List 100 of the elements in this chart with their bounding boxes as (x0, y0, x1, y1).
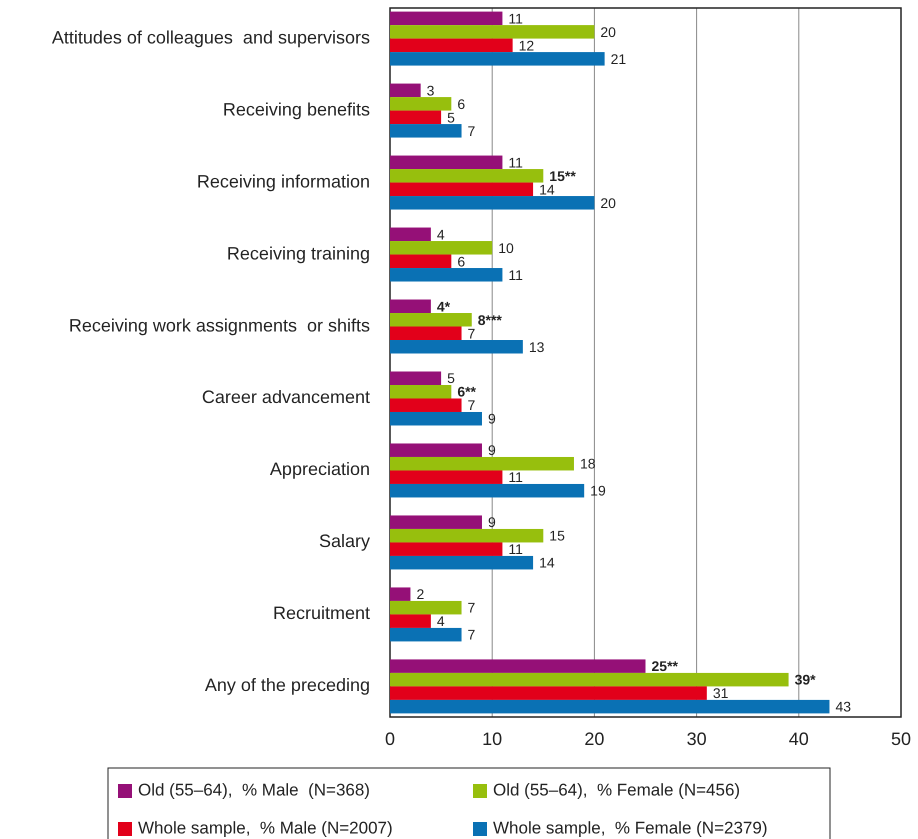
data-label: 9 (488, 442, 496, 458)
x-tick-label: 0 (384, 729, 396, 749)
bar (390, 254, 452, 268)
bar (390, 241, 492, 255)
data-label: 15 (549, 528, 566, 544)
bar (390, 84, 421, 98)
bar (390, 556, 534, 570)
bar (390, 412, 482, 426)
bar (390, 25, 594, 39)
bar (390, 38, 513, 52)
data-label: 13 (528, 338, 545, 355)
data-label: 8*** (478, 312, 502, 328)
bar (390, 268, 502, 282)
bar (390, 313, 472, 327)
data-label: 6 (457, 96, 466, 112)
bar (390, 470, 502, 484)
data-label: 39* (794, 672, 816, 688)
data-label: 7 (468, 397, 476, 414)
data-label: 14 (539, 554, 555, 571)
bar (390, 97, 452, 111)
bar (390, 110, 442, 124)
bar (390, 528, 544, 542)
data-label: 20 (600, 24, 616, 40)
bar (390, 300, 431, 314)
y-tick-label: Attitudes of colleagues and supervisors (52, 27, 370, 48)
data-label: 9 (488, 410, 496, 427)
data-label: 18 (580, 456, 596, 472)
bar (390, 542, 502, 556)
data-label: 11 (508, 154, 524, 170)
data-label: 43 (835, 698, 852, 715)
data-label: 10 (498, 240, 514, 256)
data-label: 19 (590, 482, 606, 499)
legend-label: Old (55–64), % Female (N=456) (493, 780, 740, 800)
data-label: 11 (508, 469, 524, 486)
x-tick-label: 20 (584, 729, 604, 749)
data-label: 14 (539, 181, 555, 198)
data-label: 11 (508, 541, 524, 558)
legend-label: Old (55–64), % Male (N=368) (138, 780, 370, 800)
y-tick-label: Receiving work assignments or shifts (68, 315, 370, 336)
bar (390, 600, 462, 614)
bar (390, 169, 544, 183)
bar (390, 484, 584, 498)
data-label: 7 (468, 626, 476, 643)
y-tick-label: Receiving information (196, 171, 370, 192)
data-label: 5 (447, 109, 456, 126)
bar (390, 515, 482, 529)
bar (390, 700, 830, 714)
y-tick-label: Receiving training (226, 243, 370, 264)
bar (390, 686, 707, 700)
data-label: 7 (468, 122, 476, 139)
bar (390, 398, 462, 412)
bar (390, 384, 452, 398)
data-label: 2 (416, 586, 424, 602)
data-label: 7 (468, 600, 476, 616)
bar (390, 443, 482, 457)
data-label: 4* (436, 298, 451, 314)
data-label: 4 (436, 226, 445, 242)
y-tick-label: Appreciation (270, 459, 370, 480)
bar (390, 196, 594, 210)
data-label: 6** (457, 384, 477, 400)
bar (390, 614, 431, 628)
data-label: 9 (488, 514, 496, 530)
bar (390, 340, 523, 354)
bar (390, 587, 410, 601)
data-label: 5 (447, 370, 456, 386)
bar (390, 156, 502, 170)
legend-label: Whole sample, % Female (N=2379) (493, 818, 768, 838)
data-label: 21 (610, 50, 626, 67)
data-label: 25** (652, 658, 679, 674)
data-label: 11 (508, 266, 524, 283)
data-label: 11 (508, 10, 524, 26)
data-label: 12 (518, 37, 534, 54)
bar (390, 659, 646, 673)
bar (390, 228, 431, 242)
data-label: 15** (549, 168, 576, 184)
bar (390, 672, 789, 686)
bar (390, 52, 605, 66)
bar (390, 326, 462, 340)
bar (390, 628, 462, 642)
x-tick-label: 30 (686, 729, 707, 749)
data-label: 3 (426, 82, 435, 98)
x-tick-label: 50 (890, 729, 912, 749)
legend-label: Whole sample, % Male (N=2007) (138, 818, 393, 838)
x-tick-label: 10 (482, 729, 502, 749)
bar (390, 371, 442, 385)
data-label: 31 (712, 685, 729, 702)
y-tick-label: Recruitment (272, 603, 370, 624)
data-label: 6 (457, 253, 466, 270)
bar (390, 182, 534, 196)
y-tick-label: Receiving benefits (222, 99, 370, 120)
data-label: 7 (468, 325, 476, 342)
data-label: 4 (436, 613, 445, 630)
data-label: 20 (600, 194, 616, 211)
bar (390, 456, 574, 470)
x-tick-label: 40 (788, 729, 809, 749)
y-tick-label: Any of the preceding (204, 675, 370, 696)
bar (390, 124, 462, 138)
y-tick-label: Salary (318, 531, 370, 552)
bar (390, 12, 502, 26)
y-tick-label: Career advancement (202, 387, 370, 408)
